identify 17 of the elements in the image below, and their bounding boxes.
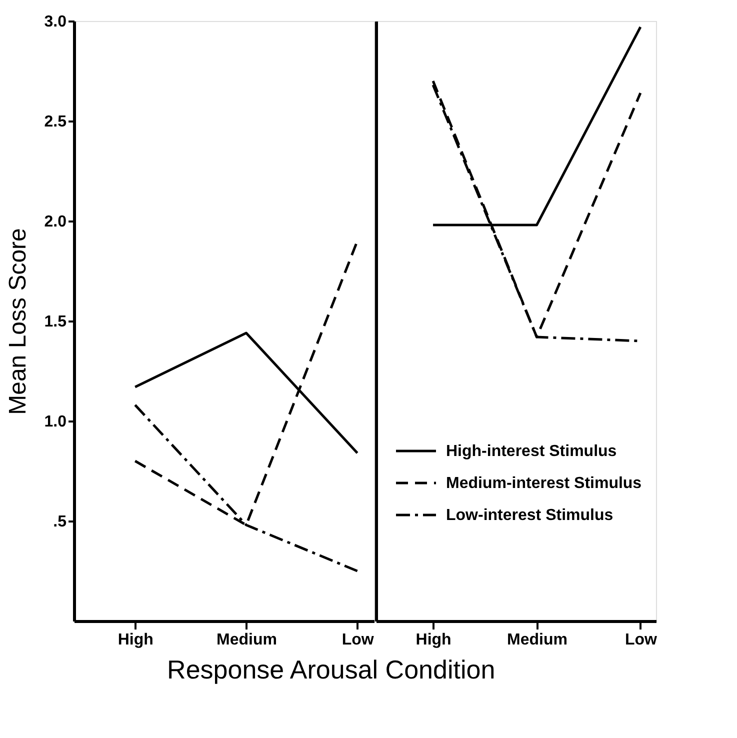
x-tick-label: Medium xyxy=(507,632,568,648)
x-tick-label: High xyxy=(118,632,154,648)
y-tick-label: 2.5 xyxy=(44,114,67,130)
x-axis-title: Response Arousal Condition xyxy=(167,654,496,684)
y-tick-label: 3.0 xyxy=(44,14,67,30)
legend-label: High-interest Stimulus xyxy=(446,443,617,460)
y-tick-label: 1.5 xyxy=(44,314,67,330)
legend-label: Low-interest Stimulus xyxy=(446,507,614,524)
y-tick-label: 1.0 xyxy=(44,414,67,430)
x-tick-label: Low xyxy=(342,632,374,648)
legend-label: Medium-interest Stimulus xyxy=(446,475,642,492)
y-tick-label: .5 xyxy=(53,514,67,530)
x-tick-label: High xyxy=(416,632,452,648)
y-tick-label: 2.0 xyxy=(44,214,67,230)
x-tick-label: Medium xyxy=(216,632,277,648)
y-axis-title: Mean Loss Score xyxy=(4,228,32,415)
x-tick-label: Low xyxy=(624,632,658,648)
